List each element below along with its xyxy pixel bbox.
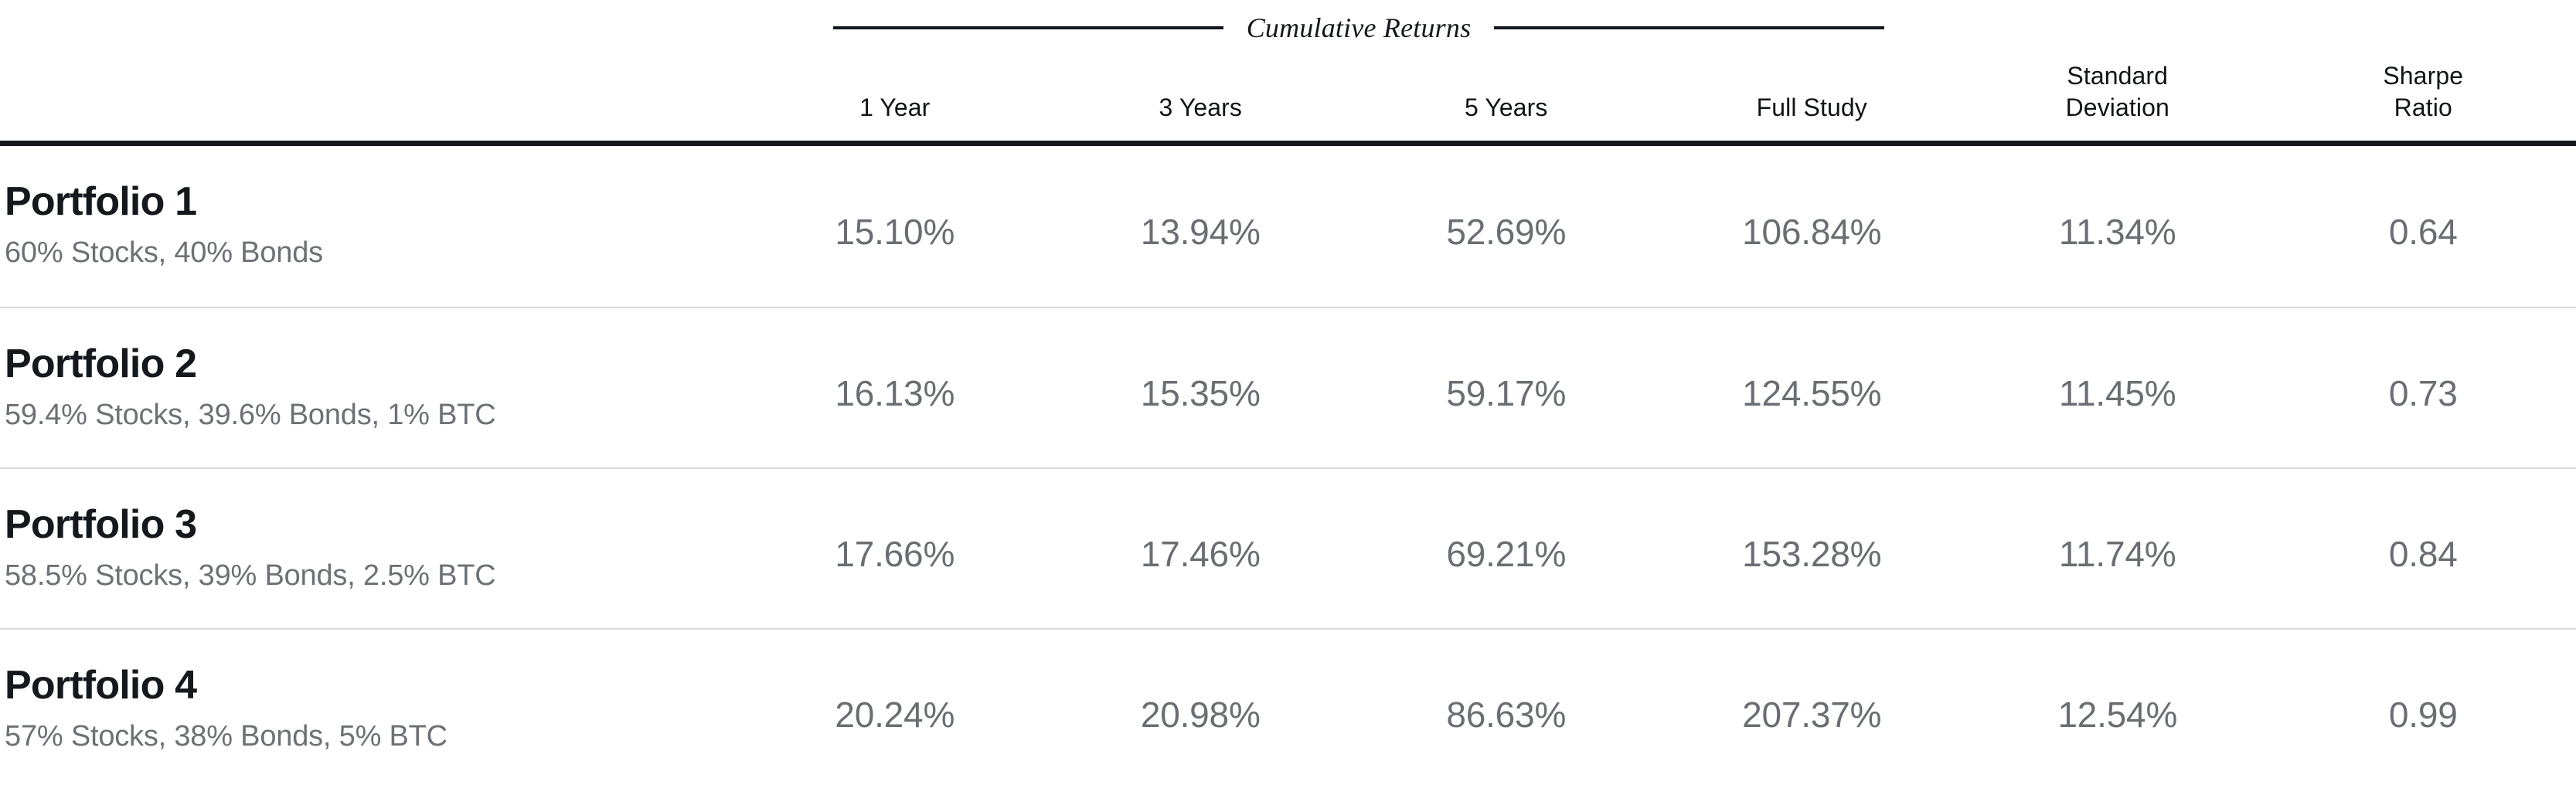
portfolio-name-cell: Portfolio 4 57% Stocks, 38% Bonds, 5% BT…	[0, 630, 742, 789]
cumulative-returns-group: Cumulative Returns	[742, 14, 1965, 42]
cell-standard-deviation: 11.34%	[2059, 212, 2176, 252]
cell-full-study: 153.28%	[1742, 534, 1882, 574]
table-row-portfolio-1: Portfolio 1 60% Stocks, 40% Bonds 15.10%…	[0, 146, 2576, 307]
portfolio-allocation: 58.5% Stocks, 39% Bonds, 2.5% BTC	[5, 559, 496, 593]
cell-full-study: 124.55%	[1742, 373, 1882, 413]
cell-3-years: 17.46%	[1140, 534, 1261, 574]
group-header-row: Cumulative Returns	[0, 9, 2576, 46]
cell-3-years: 13.94%	[1140, 212, 1261, 252]
portfolio-allocation: 60% Stocks, 40% Bonds	[5, 236, 323, 270]
portfolio-name-cell: Portfolio 1 60% Stocks, 40% Bonds	[0, 146, 742, 307]
cell-5-years: 52.69%	[1446, 212, 1567, 252]
portfolio-name-cell: Portfolio 2 59.4% Stocks, 39.6% Bonds, 1…	[0, 308, 742, 467]
portfolio-name: Portfolio 2	[5, 341, 197, 386]
column-header-1-year: 1 Year	[859, 93, 931, 122]
cell-5-years: 86.63%	[1446, 695, 1567, 735]
portfolio-name: Portfolio 3	[5, 502, 197, 547]
portfolio-name: Portfolio 4	[5, 663, 197, 708]
cell-1-year: 20.24%	[835, 695, 955, 735]
table-row-portfolio-4: Portfolio 4 57% Stocks, 38% Bonds, 5% BT…	[0, 628, 2576, 789]
cell-sharpe-ratio: 0.73	[2388, 373, 2458, 413]
portfolio-name-cell: Portfolio 3 58.5% Stocks, 39% Bonds, 2.5…	[0, 469, 742, 628]
cell-3-years: 15.35%	[1140, 373, 1261, 413]
column-header-standard-deviation: Standard Deviation	[2065, 62, 2169, 122]
cell-1-year: 17.66%	[835, 534, 955, 574]
table-row-portfolio-3: Portfolio 3 58.5% Stocks, 39% Bonds, 2.5…	[0, 467, 2576, 628]
cell-sharpe-ratio: 0.64	[2388, 212, 2458, 252]
cell-standard-deviation: 12.54%	[2057, 695, 2178, 735]
cell-5-years: 69.21%	[1446, 534, 1567, 574]
table-row-portfolio-2: Portfolio 2 59.4% Stocks, 39.6% Bonds, 1…	[0, 307, 2576, 467]
cell-3-years: 20.98%	[1140, 695, 1261, 735]
cell-1-year: 16.13%	[835, 373, 955, 413]
group-header-rule-right	[1494, 26, 1885, 29]
cell-1-year: 15.10%	[835, 212, 955, 252]
cell-full-study: 106.84%	[1742, 212, 1882, 252]
group-header-rule-left	[833, 26, 1223, 29]
cell-5-years: 59.17%	[1446, 373, 1567, 413]
cell-sharpe-ratio: 0.84	[2388, 534, 2458, 574]
portfolio-allocation: 57% Stocks, 38% Bonds, 5% BTC	[5, 720, 447, 753]
cell-full-study: 207.37%	[1742, 695, 1882, 735]
cell-standard-deviation: 11.45%	[2059, 373, 2176, 413]
column-headers-row: 1 Year 3 Years 5 Years Full Study Standa…	[0, 46, 2576, 141]
table-header: Cumulative Returns 1 Year 3 Years 5 Year…	[0, 0, 2576, 146]
group-header-label: Cumulative Returns	[1246, 12, 1472, 43]
column-header-3-years: 3 Years	[1159, 93, 1242, 122]
column-header-5-years: 5 Years	[1465, 93, 1548, 122]
cell-standard-deviation: 11.74%	[2059, 534, 2176, 574]
cell-sharpe-ratio: 0.99	[2388, 695, 2458, 735]
column-header-full-study: Full Study	[1756, 93, 1867, 122]
portfolio-allocation: 59.4% Stocks, 39.6% Bonds, 1% BTC	[5, 399, 496, 432]
portfolio-name: Portfolio 1	[5, 179, 197, 224]
column-header-sharpe-ratio: Sharpe Ratio	[2383, 62, 2464, 122]
